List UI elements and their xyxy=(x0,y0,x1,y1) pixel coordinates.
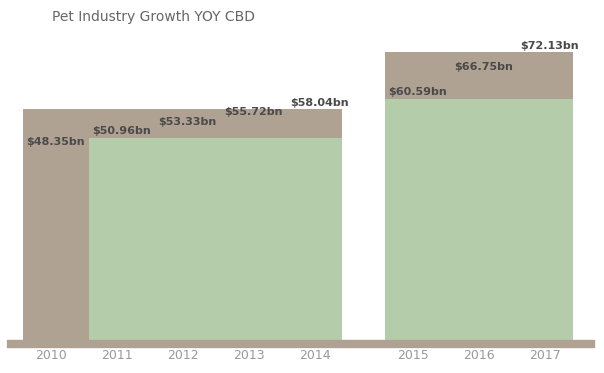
Text: $55.72bn: $55.72bn xyxy=(224,107,282,117)
Text: $72.13bn: $72.13bn xyxy=(521,41,579,51)
Text: $53.33bn: $53.33bn xyxy=(158,117,216,127)
Text: $50.96bn: $50.96bn xyxy=(92,126,150,136)
Text: $48.35bn: $48.35bn xyxy=(26,137,85,147)
Bar xyxy=(23,109,342,344)
Text: $60.59bn: $60.59bn xyxy=(388,87,448,97)
Bar xyxy=(89,138,342,344)
Text: $66.75bn: $66.75bn xyxy=(455,62,513,72)
Text: $58.04bn: $58.04bn xyxy=(290,98,349,108)
Bar xyxy=(385,99,573,344)
Text: Pet Industry Growth YOY CBD: Pet Industry Growth YOY CBD xyxy=(52,10,255,24)
Bar xyxy=(385,52,573,344)
